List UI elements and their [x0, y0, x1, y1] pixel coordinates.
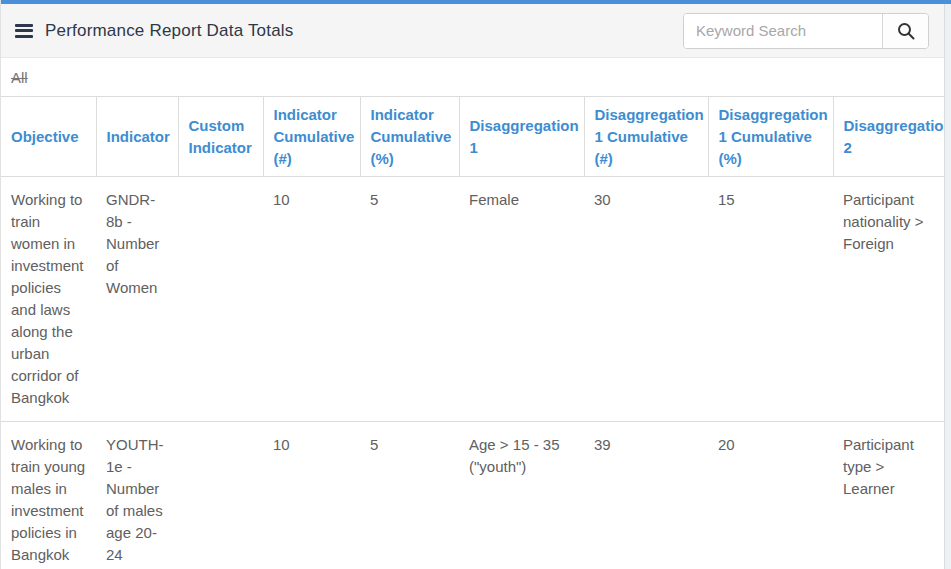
- filter-all-link[interactable]: All: [11, 69, 28, 86]
- cell-disaggregation-1: Female: [459, 177, 584, 422]
- cell-custom-indicator: [178, 422, 263, 569]
- performance-report-table: Objective Indicator Custom Indicator Ind…: [1, 96, 945, 569]
- search-icon: [896, 21, 916, 41]
- column-header-indicator: Indicator: [96, 97, 178, 177]
- cell-objective: Working to train women in investment pol…: [1, 177, 96, 422]
- cell-disaggregation-1-cumulative-num: 39: [584, 422, 708, 569]
- cell-disaggregation-1: Age > 15 - 35 ("youth"): [459, 422, 584, 569]
- cell-indicator: YOUTH-1e - Number of males age 20-24: [96, 422, 178, 569]
- cell-custom-indicator: [178, 177, 263, 422]
- cell-indicator-cumulative-pct: 5: [360, 422, 459, 569]
- page-title: Performance Report Data Totals: [45, 21, 294, 41]
- table-row: Working to train young males in investme…: [1, 422, 945, 569]
- table-row: Working to train women in investment pol…: [1, 177, 945, 422]
- cell-disaggregation-1-cumulative-pct: 20: [708, 422, 833, 569]
- page-container: Performance Report Data Totals All Objec…: [0, 0, 951, 569]
- column-header-disaggregation-1-cumulative-num: Disaggregation 1 Cumulative (#): [584, 97, 708, 177]
- hamburger-menu-icon[interactable]: [15, 24, 33, 38]
- cell-disaggregation-1-cumulative-num: 30: [584, 177, 708, 422]
- search-input[interactable]: [684, 14, 882, 48]
- cell-indicator-cumulative-num: 10: [263, 177, 360, 422]
- cell-disaggregation-1-cumulative-pct: 15: [708, 177, 833, 422]
- cell-objective: Working to train young males in investme…: [1, 422, 96, 569]
- column-header-disaggregation-2: Disaggregation 2: [833, 97, 945, 177]
- cell-disaggregation-2: Participant type > Learner: [833, 422, 945, 569]
- column-header-custom-indicator: Custom Indicator: [178, 97, 263, 177]
- column-header-disaggregation-1: Disaggregation 1: [459, 97, 584, 177]
- cell-indicator: GNDR-8b - Number of Women: [96, 177, 178, 422]
- scrollbar-track[interactable]: [944, 4, 951, 569]
- cell-disaggregation-2: Participant nationality > Foreign: [833, 177, 945, 422]
- app-header: Performance Report Data Totals: [1, 4, 951, 58]
- search-group: [683, 13, 929, 49]
- cell-indicator-cumulative-pct: 5: [360, 177, 459, 422]
- column-header-indicator-cumulative-num: Indicator Cumulative (#): [263, 97, 360, 177]
- column-header-indicator-cumulative-pct: Indicator Cumulative (%): [360, 97, 459, 177]
- cell-indicator-cumulative-num: 10: [263, 422, 360, 569]
- table-header-row: Objective Indicator Custom Indicator Ind…: [1, 97, 945, 177]
- filter-bar: All: [1, 58, 951, 96]
- column-header-objective: Objective: [1, 97, 96, 177]
- column-header-disaggregation-1-cumulative-pct: Disaggregation 1 Cumulative (%): [708, 97, 833, 177]
- search-button[interactable]: [882, 14, 928, 48]
